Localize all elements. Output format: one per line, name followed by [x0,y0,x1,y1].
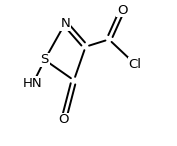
Text: O: O [117,4,127,17]
Text: S: S [41,53,49,66]
Text: HN: HN [23,77,43,90]
Text: N: N [60,17,70,30]
Text: Cl: Cl [129,58,142,71]
Text: O: O [58,113,69,126]
